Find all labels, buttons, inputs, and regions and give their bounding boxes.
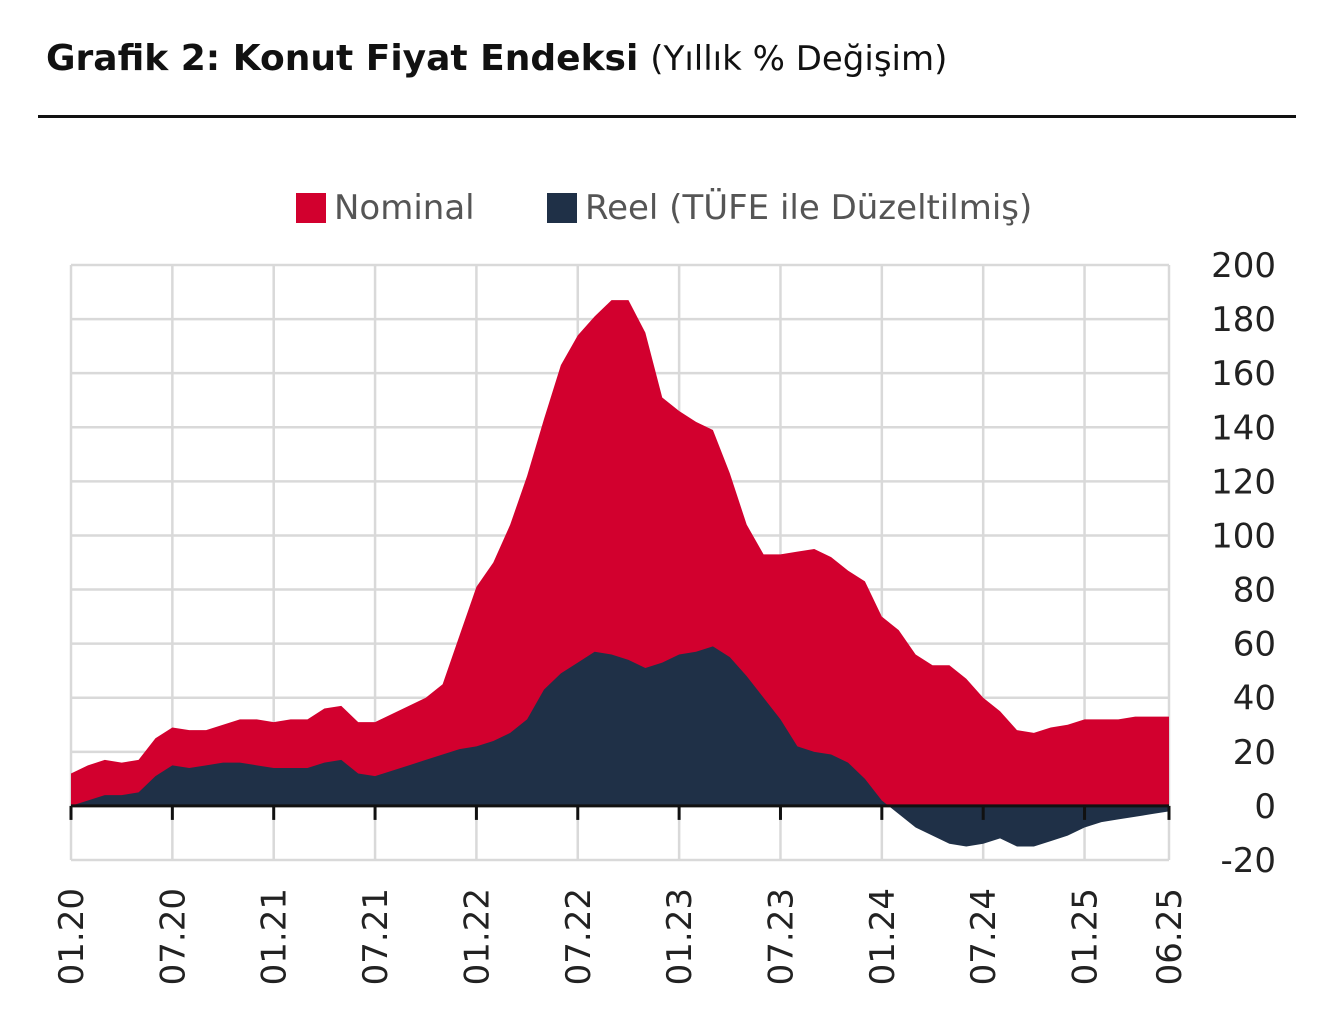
- y-axis-tick-labels: -20 0 20 40 60 80 100 120 140 160 180 200: [1211, 246, 1276, 881]
- y-tick-label: -20: [1220, 841, 1276, 881]
- legend-label-nominal: Nominal: [334, 188, 475, 228]
- y-tick-label: 80: [1233, 571, 1276, 611]
- y-tick-label: 100: [1211, 516, 1276, 556]
- area-series: [71, 300, 1169, 847]
- legend-swatch-nominal: [296, 193, 326, 223]
- y-tick-label: 180: [1211, 300, 1276, 340]
- x-axis: [69, 804, 1171, 820]
- area-series-nominal: [71, 300, 1169, 806]
- legend: Nominal Reel (TÜFE ile Düzeltilmiş): [296, 187, 1032, 228]
- y-tick-label: 140: [1211, 408, 1276, 448]
- y-tick-label: 40: [1233, 679, 1276, 719]
- x-tick-label: 01.25: [1066, 888, 1106, 985]
- chart-title: Grafik 2: Konut Fiyat Endeksi (Yıllık % D…: [46, 38, 947, 79]
- x-tick-label: 01.20: [52, 888, 92, 985]
- y-tick-label: 0: [1254, 787, 1276, 827]
- x-tick-label: 07.22: [559, 888, 599, 985]
- area-series-reel: [71, 646, 1169, 847]
- x-tick-label: 07.24: [964, 888, 1004, 985]
- x-tick-label: 01.21: [255, 888, 295, 985]
- chart-title-bold: Grafik 2: Konut Fiyat Endeksi: [46, 38, 639, 79]
- x-tick-label: 01.22: [457, 888, 497, 985]
- x-axis-tick-labels: 01.20 07.20 01.21 07.21 01.22 07.22 01.23 07.23…: [52, 888, 1190, 985]
- chart-title-subtitle: (Yıllık % Değişim): [650, 39, 948, 79]
- x-tick-label: 07.20: [153, 888, 193, 985]
- x-tick-label: 06.25: [1150, 888, 1190, 985]
- legend-swatch-reel: [547, 193, 577, 223]
- title-divider: [38, 115, 1296, 118]
- x-tick-label: 07.21: [356, 888, 396, 985]
- x-tick-label: 01.23: [660, 888, 700, 985]
- y-tick-label: 120: [1211, 462, 1276, 502]
- x-tick-label: 01.24: [863, 888, 903, 985]
- x-tick-label: 07.23: [761, 888, 801, 985]
- y-tick-label: 160: [1211, 354, 1276, 394]
- y-tick-label: 200: [1211, 246, 1276, 286]
- y-tick-label: 60: [1233, 625, 1276, 665]
- legend-label-reel: Reel (TÜFE ile Düzeltilmiş): [585, 187, 1032, 228]
- y-tick-label: 20: [1233, 733, 1276, 773]
